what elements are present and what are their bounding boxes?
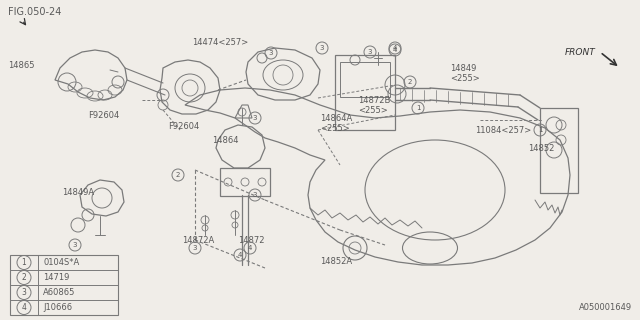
Text: 14849A: 14849A (62, 188, 94, 196)
Text: 0104S*A: 0104S*A (43, 258, 79, 267)
Text: 14474<257>: 14474<257> (192, 37, 248, 46)
Text: 1: 1 (22, 258, 26, 267)
Text: A60865: A60865 (43, 288, 76, 297)
Text: 4: 4 (393, 47, 397, 53)
Bar (220, 168, 270, 196)
Text: 1: 1 (416, 105, 420, 111)
Text: 3: 3 (253, 115, 257, 121)
Text: 14719: 14719 (43, 273, 69, 282)
Text: 4: 4 (393, 45, 397, 51)
Text: 3: 3 (368, 49, 372, 55)
Text: 14849: 14849 (450, 63, 476, 73)
Text: 3: 3 (193, 245, 197, 251)
Text: 3: 3 (253, 192, 257, 198)
Text: 14865: 14865 (8, 60, 35, 69)
Text: 2: 2 (22, 273, 26, 282)
Text: 14872B: 14872B (358, 95, 390, 105)
Text: A050001649: A050001649 (579, 303, 632, 312)
Bar (540, 108, 578, 193)
Text: 2: 2 (408, 79, 412, 85)
Text: 2: 2 (176, 172, 180, 178)
Text: 3: 3 (73, 242, 77, 248)
Text: FIG.050-24: FIG.050-24 (8, 7, 61, 17)
Text: F92604: F92604 (88, 110, 119, 119)
Text: FRONT: FRONT (565, 47, 596, 57)
Text: 11084<257>: 11084<257> (475, 125, 531, 134)
Text: <255>: <255> (450, 74, 480, 83)
Bar (10, 255, 118, 315)
Text: 14864A: 14864A (320, 114, 352, 123)
Text: 1: 1 (538, 127, 542, 133)
Text: <255>: <255> (358, 106, 388, 115)
Text: 4: 4 (238, 252, 242, 258)
Bar (335, 55, 395, 130)
Text: 3: 3 (22, 288, 26, 297)
Text: 14872: 14872 (238, 236, 264, 244)
Text: F92604: F92604 (168, 122, 199, 131)
Text: 4: 4 (22, 303, 26, 312)
Text: 4: 4 (248, 245, 252, 251)
Text: 14864: 14864 (212, 135, 239, 145)
Text: <255>: <255> (320, 124, 349, 132)
Text: 3: 3 (320, 45, 324, 51)
Text: 14852: 14852 (528, 143, 554, 153)
Text: 3: 3 (269, 50, 273, 56)
Text: 14852A: 14852A (320, 258, 352, 267)
Text: 14872A: 14872A (182, 236, 214, 244)
Text: J10666: J10666 (43, 303, 72, 312)
Bar (340, 62, 390, 97)
